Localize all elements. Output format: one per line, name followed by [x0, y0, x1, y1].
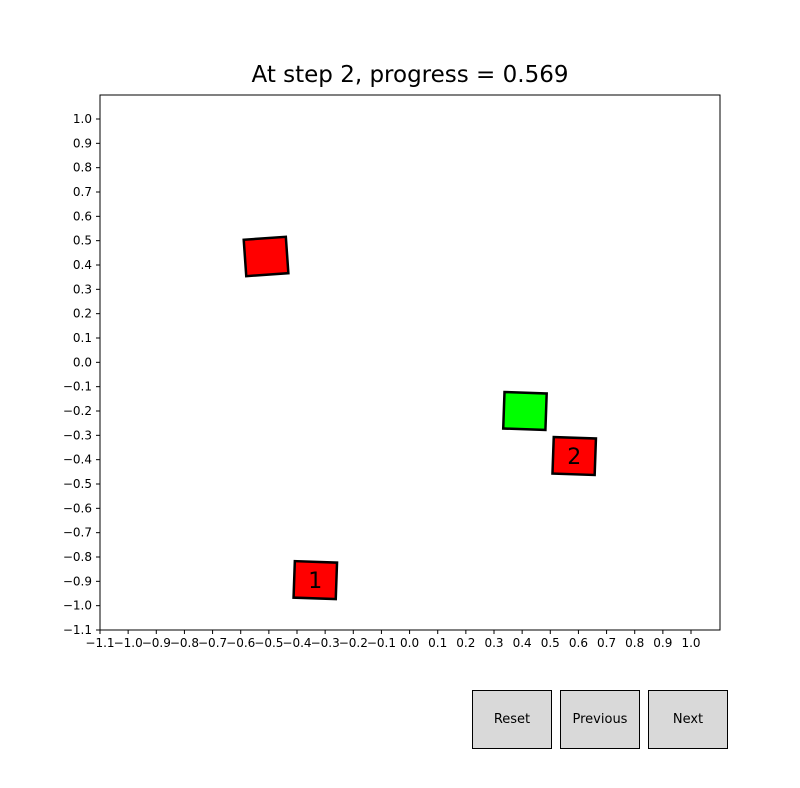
y-tick-label: −0.7	[63, 526, 92, 540]
x-tick-label: −0.6	[226, 636, 255, 650]
square-label: 1	[308, 569, 322, 594]
square-body	[292, 559, 339, 601]
y-tick-label: 0.3	[73, 282, 92, 296]
obstacle-square	[292, 559, 339, 601]
y-tick-label: −0.6	[63, 501, 92, 515]
x-tick-label: 0.5	[541, 636, 560, 650]
square-label: 2	[567, 445, 581, 470]
y-tick-label: −0.5	[63, 477, 92, 491]
x-tick-label: −1.0	[114, 636, 143, 650]
x-tick-label: 0.3	[484, 636, 503, 650]
x-tick-label: −0.2	[339, 636, 368, 650]
y-tick-label: −0.2	[63, 404, 92, 418]
square-body	[501, 390, 548, 432]
x-tick-label: 0.9	[653, 636, 672, 650]
x-tick-label: 0.7	[597, 636, 616, 650]
x-tick-label: −0.5	[254, 636, 283, 650]
x-tick-label: −0.7	[198, 636, 227, 650]
square-body	[242, 235, 290, 278]
y-tick-label: −0.9	[63, 574, 92, 588]
x-tick-label: −0.4	[282, 636, 311, 650]
x-tick-label: 1.0	[681, 636, 700, 650]
y-tick-label: 0.7	[73, 185, 92, 199]
x-tick-label: 0.1	[428, 636, 447, 650]
x-tick-label: −0.8	[170, 636, 199, 650]
y-tick-label: −1.0	[63, 599, 92, 613]
y-tick-label: 0.0	[73, 355, 92, 369]
x-tick-label: 0.6	[569, 636, 588, 650]
x-tick-label: −0.9	[142, 636, 171, 650]
previous-button[interactable]: Previous	[560, 690, 640, 749]
square-body	[551, 435, 598, 477]
x-tick-label: 0.0	[400, 636, 419, 650]
y-tick-label: 0.8	[73, 161, 92, 175]
y-tick-label: −0.8	[63, 550, 92, 564]
y-tick-label: 0.4	[73, 258, 92, 272]
plot-title: At step 2, progress = 0.569	[251, 62, 569, 88]
obstacle-square	[551, 435, 598, 477]
reset-button[interactable]: Reset	[472, 690, 552, 749]
x-tick-label: −1.1	[85, 636, 114, 650]
next-button[interactable]: Next	[648, 690, 728, 749]
agent-square	[501, 390, 548, 432]
x-tick-label: −0.3	[311, 636, 340, 650]
y-tick-label: −0.4	[63, 453, 92, 467]
y-tick-label: −1.1	[63, 623, 92, 637]
y-tick-label: 0.2	[73, 307, 92, 321]
x-tick-label: 0.8	[625, 636, 644, 650]
y-tick-label: 0.9	[73, 136, 92, 150]
x-tick-label: 0.2	[456, 636, 475, 650]
y-tick-label: −0.1	[63, 380, 92, 394]
y-tick-label: 0.6	[73, 209, 92, 223]
y-tick-label: 0.1	[73, 331, 92, 345]
y-tick-label: −0.3	[63, 428, 92, 442]
plot-frame	[99, 94, 721, 631]
y-tick-label: 1.0	[73, 112, 92, 126]
x-tick-label: −0.1	[367, 636, 396, 650]
x-tick-label: 0.4	[513, 636, 532, 650]
obstacle-square	[242, 235, 290, 278]
y-tick-label: 0.5	[73, 234, 92, 248]
